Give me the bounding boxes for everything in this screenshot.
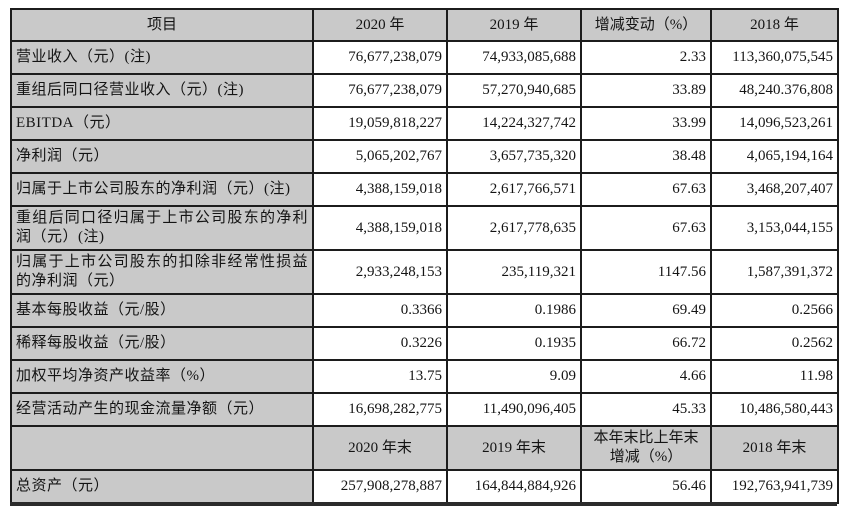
cell-value: 4,388,159,018 [312,205,448,251]
table-row: EBITDA（元） 19,059,818,227 14,224,327,742 33.… [10,106,839,141]
cell-value: 16,698,282,775 [312,392,448,427]
row-label: 归属于上市公司股东的净利润（元）(注) [10,172,314,207]
next-table-top-border [10,502,837,506]
column-header: 2020 年 [312,8,448,42]
table-row: 经营活动产生的现金流量净额（元） 16,698,282,775 11,490,096… [10,392,839,427]
cell-value: 3,657,735,320 [446,139,582,174]
column-header: 2018 年 [710,8,839,42]
row-label: 净利润（元） [10,139,314,174]
column-header: 2019 年末 [446,425,582,471]
cell-value: 69.49 [580,293,712,328]
cell-value: 57,270,940,685 [446,73,582,108]
header-row: 项目 2020 年 2019 年增减变动（%） 2018 年 [10,8,839,42]
cell-value: 0.3226 [312,326,448,361]
cell-value: 67.63 [580,205,712,251]
column-header: 2018 年末 [710,425,839,471]
row-label: 稀释每股收益（元/股） [10,326,314,361]
cell-value: 113,360,075,545 [710,40,839,75]
row-label: 营业收入（元）(注) [10,40,314,75]
cell-value: 11,490,096,405 [446,392,582,427]
table-row: 营业收入（元）(注) 76,677,238,079 74,933,085,688 2.… [10,40,839,75]
table-row: 归属于上市公司股东的扣除非经常性损益的净利润（元） 2,933,248,153 23… [10,249,839,295]
cell-value: 1,587,391,372 [710,249,839,295]
table-row: 稀释每股收益（元/股） 0.3226 0.1935 66.72 0.2562 [10,326,839,361]
table-row: 基本每股收益（元/股） 0.3366 0.1986 69.49 0.2566 [10,293,839,328]
header-row: 2020 年末 2019 年末 本年末比上年末 增减（%） 2018 年末 [10,425,839,471]
cell-value: 2,933,248,153 [312,249,448,295]
cell-value: 164,844,884,926 [446,469,582,504]
column-header: 2019 年 [446,8,582,42]
cell-value: 11.98 [710,359,839,394]
cell-value: 3,468,207,407 [710,172,839,207]
cell-value: 4,388,159,018 [312,172,448,207]
column-header: 项目 [10,8,314,42]
cell-value: 9.09 [446,359,582,394]
cell-value: 0.2566 [710,293,839,328]
table-body: 项目 2020 年 2019 年增减变动（%） 2018 年营业收入（元）(注) 76,… [10,8,839,504]
cell-value: 3,153,044,155 [710,205,839,251]
cell-value: 67.63 [580,172,712,207]
column-header: 2020 年末 [312,425,448,471]
cell-value: 257,908,278,887 [312,469,448,504]
cell-value: 66.72 [580,326,712,361]
cell-value: 2,617,766,571 [446,172,582,207]
cell-value: 10,486,580,443 [710,392,839,427]
cell-value: 48,240.376,808 [710,73,839,108]
row-label: EBITDA（元） [10,106,314,141]
cell-value: 0.3366 [312,293,448,328]
cell-value: 4.66 [580,359,712,394]
row-label: 归属于上市公司股东的扣除非经常性损益的净利润（元） [10,249,314,295]
row-label: 经营活动产生的现金流量净额（元） [10,392,314,427]
table-row: 重组后同口径营业收入（元）(注) 76,677,238,079 57,270,940… [10,73,839,108]
table-row: 加权平均净资产收益率（%） 13.75 9.09 4.66 11.98 [10,359,839,394]
cell-value: 235,119,321 [446,249,582,295]
row-label: 加权平均净资产收益率（%） [10,359,314,394]
cell-value: 19,059,818,227 [312,106,448,141]
cell-value: 14,096,523,261 [710,106,839,141]
cell-value: 5,065,202,767 [312,139,448,174]
table-row: 归属于上市公司股东的净利润（元）(注) 4,388,159,018 2,617,76… [10,172,839,207]
cell-value: 2,617,778,635 [446,205,582,251]
cell-value: 14,224,327,742 [446,106,582,141]
cell-value: 192,763,941,739 [710,469,839,504]
cell-value: 0.2562 [710,326,839,361]
cell-value: 13.75 [312,359,448,394]
cell-value: 2.33 [580,40,712,75]
cell-value: 33.99 [580,106,712,141]
financial-summary-table: 项目 2020 年 2019 年增减变动（%） 2018 年营业收入（元）(注) 76,… [10,8,839,504]
table-row: 净利润（元） 5,065,202,767 3,657,735,320 38.48 4,0… [10,139,839,174]
table-row: 重组后同口径归属于上市公司股东的净利润（元）(注) 4,388,159,018 2,… [10,205,839,251]
cell-value: 74,933,085,688 [446,40,582,75]
column-header: 本年末比上年末 增减（%） [580,425,712,471]
cell-value: 0.1935 [446,326,582,361]
column-header: 增减变动（%） [580,8,712,42]
row-label: 基本每股收益（元/股） [10,293,314,328]
cell-value: 45.33 [580,392,712,427]
cell-value: 38.48 [580,139,712,174]
cell-value: 1147.56 [580,249,712,295]
cell-value: 4,065,194,164 [710,139,839,174]
row-label: 重组后同口径营业收入（元）(注) [10,73,314,108]
cell-value: 56.46 [580,469,712,504]
cell-value: 76,677,238,079 [312,73,448,108]
row-label: 重组后同口径归属于上市公司股东的净利润（元）(注) [10,205,314,251]
row-label: 总资产（元） [10,469,314,504]
column-header [10,425,314,471]
cell-value: 76,677,238,079 [312,40,448,75]
table-row: 总资产（元） 257,908,278,887 164,844,884,926 56.4… [10,469,839,504]
cell-value: 0.1986 [446,293,582,328]
cell-value: 33.89 [580,73,712,108]
